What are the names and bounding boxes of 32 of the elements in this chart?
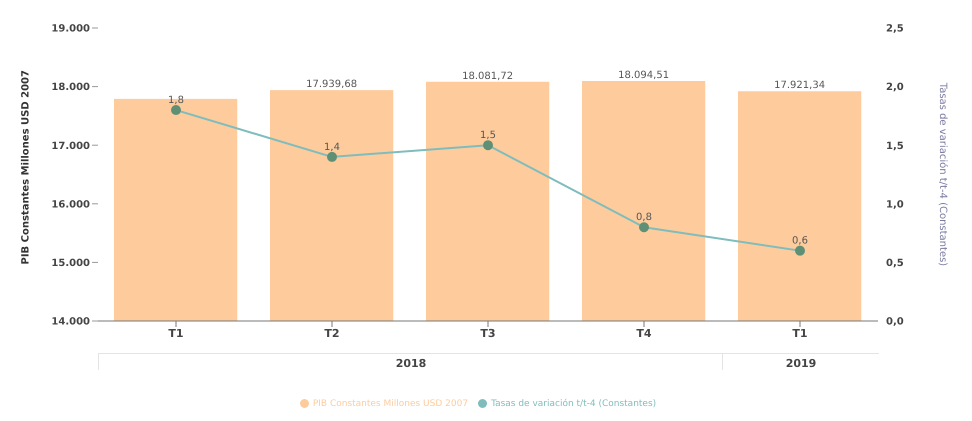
y-tick-label: 16.000: [51, 199, 90, 210]
data-label: 0,6: [792, 236, 808, 247]
data-label: 1,8: [168, 95, 184, 106]
x-tick-label: T2: [324, 326, 340, 340]
y-tick-label: 19.000: [51, 24, 90, 35]
y2-tick-label: 0,0: [886, 316, 904, 328]
y-axis-title: PIB Constantes Millones USD 2007: [20, 70, 32, 264]
data-label: 18.081,72: [462, 70, 514, 82]
y-tick-label: 14.000: [51, 316, 90, 328]
y-tick-label: 17.000: [51, 140, 90, 152]
legend-label: Tasas de variación t/t-4 (Constantes): [491, 399, 656, 409]
data-label: 0,8: [636, 212, 652, 224]
y2-tick-label: 2,5: [886, 24, 904, 35]
text: 2019: [722, 353, 879, 370]
y2-tick-label: 1,5: [886, 140, 904, 152]
x-tick-label: T1: [792, 326, 808, 340]
x-tick-label: T3: [480, 326, 496, 340]
data-label: 18.094,51: [618, 70, 670, 82]
y2-tick-label: 0,5: [886, 258, 904, 269]
y2-tick-label: 1,0: [886, 199, 904, 210]
legend-label: PIB Constantes Millones USD 2007: [312, 399, 468, 409]
x-tick-label: T1: [168, 326, 184, 340]
y-tick-label: 18.000: [51, 82, 90, 94]
y2-tick-label: 2,0: [886, 82, 904, 94]
data-label: 1,4: [324, 142, 340, 153]
text: 2018: [98, 353, 723, 370]
data-label: 17.939,68: [306, 79, 358, 90]
data-label: 17.921,34: [774, 80, 826, 92]
y-tick-label: 15.000: [51, 258, 90, 269]
y2-axis-title: Tasas de variación t/t-4 (Constantes): [937, 82, 948, 266]
data-label: 1,5: [480, 130, 496, 142]
x-tick-label: T4: [636, 326, 652, 340]
